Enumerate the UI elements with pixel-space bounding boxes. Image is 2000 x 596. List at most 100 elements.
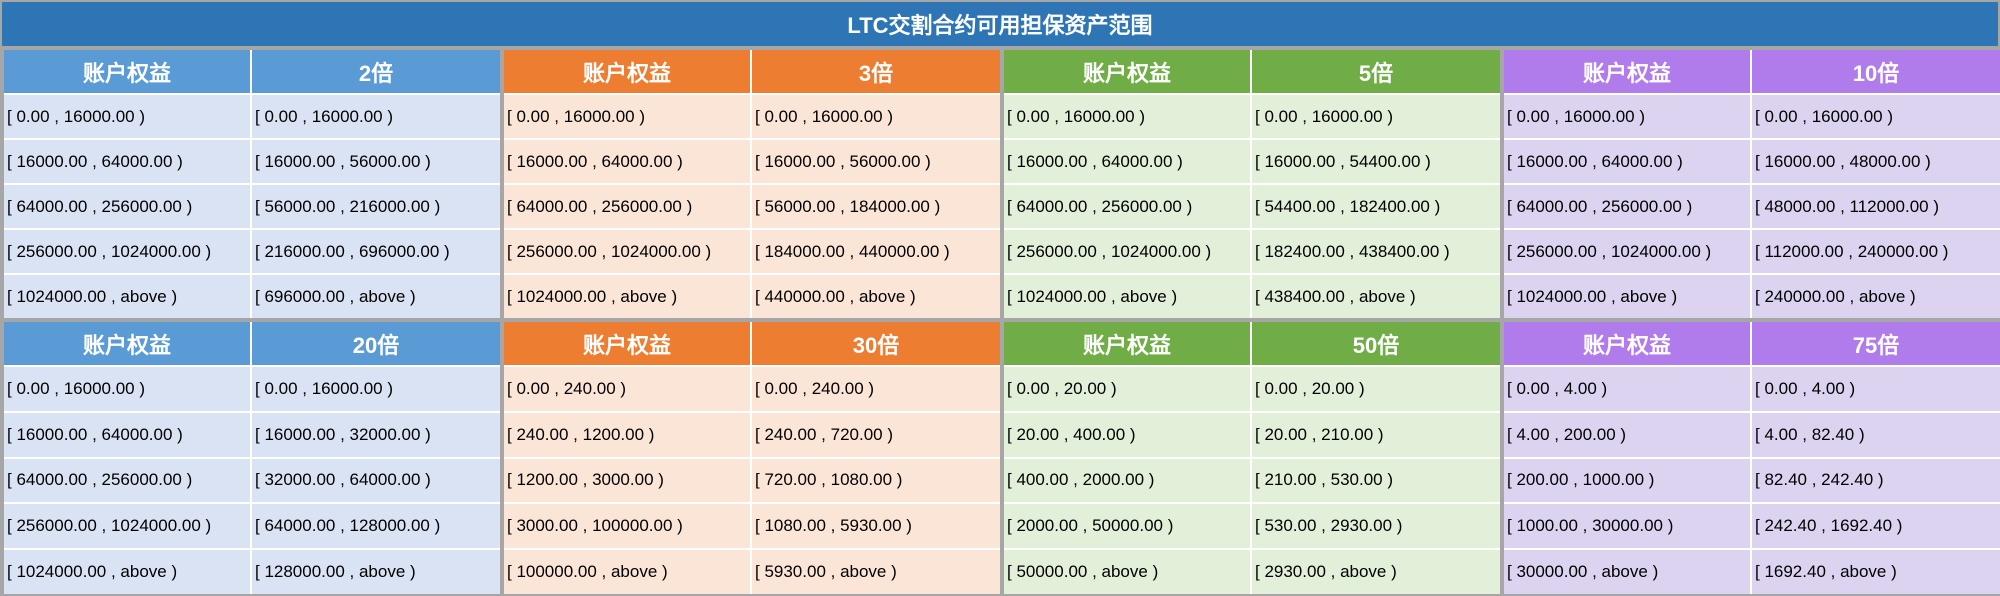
- collateral-range-cell: [ 0.00 , 4.00 ): [1752, 365, 2000, 411]
- collateral-range-cell: [ 0.00 , 16000.00 ): [1752, 93, 2000, 138]
- collateral-range-cell: [ 0.00 , 20.00 ): [1252, 365, 1500, 411]
- equity-column-header: 账户权益: [1504, 50, 1752, 93]
- equity-range-cell: [ 16000.00 , 64000.00 ): [504, 138, 752, 183]
- collateral-range-cell: [ 54400.00 , 182400.00 ): [1252, 183, 1500, 228]
- collateral-range-cell: [ 64000.00 , 128000.00 ): [252, 502, 500, 549]
- equity-range-cell: [ 1000.00 , 30000.00 ): [1504, 502, 1752, 549]
- collateral-range-cell: [ 0.00 , 240.00 ): [752, 365, 1000, 411]
- collateral-range-cell: [ 240000.00 , above ): [1752, 273, 2000, 318]
- equity-range-cell: [ 0.00 , 240.00 ): [504, 365, 752, 411]
- collateral-range-cell: [ 4.00 , 82.40 ): [1752, 410, 2000, 457]
- collateral-range-cell: [ 16000.00 , 54400.00 ): [1252, 138, 1500, 183]
- leverage-column-header: 10倍: [1752, 50, 2000, 93]
- collateral-range-cell: [ 56000.00 , 216000.00 ): [252, 183, 500, 228]
- equity-range-cell: [ 4.00 , 200.00 ): [1504, 410, 1752, 457]
- leverage-table-20倍: 账户权益 20倍[ 0.00 , 16000.00 )[ 0.00 , 16000…: [4, 322, 500, 594]
- collateral-range-cell: [ 16000.00 , 56000.00 ): [252, 138, 500, 183]
- leverage-column-header: 30倍: [752, 322, 1000, 365]
- collateral-range-cell: [ 240.00 , 720.00 ): [752, 410, 1000, 457]
- equity-range-cell: [ 256000.00 , 1024000.00 ): [1004, 228, 1252, 273]
- equity-range-cell: [ 1024000.00 , above ): [4, 273, 252, 318]
- collateral-range-cell: [ 128000.00 , above ): [252, 548, 500, 594]
- equity-range-cell: [ 1024000.00 , above ): [1004, 273, 1252, 318]
- equity-column-header: 账户权益: [1004, 50, 1252, 93]
- equity-range-cell: [ 1024000.00 , above ): [4, 548, 252, 594]
- collateral-range-cell: [ 0.00 , 16000.00 ): [752, 93, 1000, 138]
- equity-column-header: 账户权益: [1004, 322, 1252, 365]
- collateral-range-cell: [ 210.00 , 530.00 ): [1252, 456, 1500, 503]
- leverage-table-5倍: 账户权益 5倍[ 0.00 , 16000.00 )[ 0.00 , 16000.…: [1004, 50, 1500, 318]
- equity-range-cell: [ 64000.00 , 256000.00 ): [504, 183, 752, 228]
- equity-range-cell: [ 100000.00 , above ): [504, 548, 752, 594]
- equity-range-cell: [ 30000.00 , above ): [1504, 548, 1752, 594]
- leverage-column-header: 2倍: [252, 50, 500, 93]
- collateral-range-cell: [ 112000.00 , 240000.00 ): [1752, 228, 2000, 273]
- equity-range-cell: [ 50000.00 , above ): [1004, 548, 1252, 594]
- equity-range-cell: [ 0.00 , 20.00 ): [1004, 365, 1252, 411]
- equity-range-cell: [ 16000.00 , 64000.00 ): [4, 410, 252, 457]
- leverage-table-3倍: 账户权益 3倍[ 0.00 , 16000.00 )[ 0.00 , 16000.…: [504, 50, 1000, 318]
- equity-range-cell: [ 0.00 , 16000.00 ): [4, 365, 252, 411]
- leverage-column-header: 20倍: [252, 322, 500, 365]
- equity-range-cell: [ 256000.00 , 1024000.00 ): [504, 228, 752, 273]
- equity-column-header: 账户权益: [504, 50, 752, 93]
- leverage-table-10倍: 账户权益 10倍[ 0.00 , 16000.00 )[ 0.00 , 16000…: [1504, 50, 2000, 318]
- collateral-range-cell: [ 5930.00 , above ): [752, 548, 1000, 594]
- collateral-range-cell: [ 182400.00 , 438400.00 ): [1252, 228, 1500, 273]
- collateral-range-cell: [ 438400.00 , above ): [1252, 273, 1500, 318]
- equity-range-cell: [ 400.00 , 2000.00 ): [1004, 456, 1252, 503]
- collateral-range-cell: [ 0.00 , 16000.00 ): [252, 365, 500, 411]
- collateral-range-cell: [ 16000.00 , 56000.00 ): [752, 138, 1000, 183]
- collateral-range-cell: [ 242.40 , 1692.40 ): [1752, 502, 2000, 549]
- collateral-range-cell: [ 1080.00 , 5930.00 ): [752, 502, 1000, 549]
- collateral-range-cell: [ 0.00 , 16000.00 ): [1252, 93, 1500, 138]
- equity-column-header: 账户权益: [4, 322, 252, 365]
- equity-range-cell: [ 16000.00 , 64000.00 ): [1504, 138, 1752, 183]
- leverage-tables-grid: 账户权益 2倍[ 0.00 , 16000.00 )[ 0.00 , 16000.…: [4, 50, 2000, 594]
- equity-range-cell: [ 256000.00 , 1024000.00 ): [4, 228, 252, 273]
- equity-range-cell: [ 16000.00 , 64000.00 ): [1004, 138, 1252, 183]
- collateral-range-cell: [ 720.00 , 1080.00 ): [752, 456, 1000, 503]
- equity-range-cell: [ 0.00 , 16000.00 ): [1504, 93, 1752, 138]
- leverage-column-header: 50倍: [1252, 322, 1500, 365]
- equity-range-cell: [ 64000.00 , 256000.00 ): [1004, 183, 1252, 228]
- collateral-range-cell: [ 0.00 , 16000.00 ): [252, 93, 500, 138]
- leverage-column-header: 75倍: [1752, 322, 2000, 365]
- equity-column-header: 账户权益: [1504, 322, 1752, 365]
- collateral-range-cell: [ 16000.00 , 32000.00 ): [252, 410, 500, 457]
- equity-range-cell: [ 64000.00 , 256000.00 ): [4, 183, 252, 228]
- equity-range-cell: [ 1200.00 , 3000.00 ): [504, 456, 752, 503]
- collateral-range-cell: [ 184000.00 , 440000.00 ): [752, 228, 1000, 273]
- equity-range-cell: [ 256000.00 , 1024000.00 ): [1504, 228, 1752, 273]
- equity-range-cell: [ 0.00 , 16000.00 ): [1004, 93, 1252, 138]
- collateral-range-cell: [ 20.00 , 210.00 ): [1252, 410, 1500, 457]
- collateral-range-cell: [ 1692.40 , above ): [1752, 548, 2000, 594]
- equity-range-cell: [ 0.00 , 16000.00 ): [504, 93, 752, 138]
- collateral-range-cell: [ 82.40 , 242.40 ): [1752, 456, 2000, 503]
- collateral-range-cell: [ 530.00 , 2930.00 ): [1252, 502, 1500, 549]
- page-title: LTC交割合约可用担保资产范围: [2, 2, 1998, 46]
- equity-range-cell: [ 0.00 , 4.00 ): [1504, 365, 1752, 411]
- equity-range-cell: [ 20.00 , 400.00 ): [1004, 410, 1252, 457]
- equity-range-cell: [ 240.00 , 1200.00 ): [504, 410, 752, 457]
- equity-column-header: 账户权益: [504, 322, 752, 365]
- leverage-column-header: 5倍: [1252, 50, 1500, 93]
- equity-range-cell: [ 200.00 , 1000.00 ): [1504, 456, 1752, 503]
- leverage-table-30倍: 账户权益 30倍[ 0.00 , 240.00 )[ 0.00 , 240.00 …: [504, 322, 1000, 594]
- collateral-range-cell: [ 48000.00 , 112000.00 ): [1752, 183, 2000, 228]
- equity-range-cell: [ 1024000.00 , above ): [1504, 273, 1752, 318]
- equity-range-cell: [ 256000.00 , 1024000.00 ): [4, 502, 252, 549]
- equity-range-cell: [ 64000.00 , 256000.00 ): [4, 456, 252, 503]
- leverage-table-75倍: 账户权益 75倍[ 0.00 , 4.00 )[ 0.00 , 4.00 )[ 4…: [1504, 322, 2000, 594]
- collateral-range-cell: [ 216000.00 , 696000.00 ): [252, 228, 500, 273]
- collateral-range-cell: [ 16000.00 , 48000.00 ): [1752, 138, 2000, 183]
- equity-range-cell: [ 16000.00 , 64000.00 ): [4, 138, 252, 183]
- collateral-range-cell: [ 2930.00 , above ): [1252, 548, 1500, 594]
- leverage-table-50倍: 账户权益 50倍[ 0.00 , 20.00 )[ 0.00 , 20.00 )[…: [1004, 322, 1500, 594]
- leverage-table-2倍: 账户权益 2倍[ 0.00 , 16000.00 )[ 0.00 , 16000.…: [4, 50, 500, 318]
- equity-range-cell: [ 3000.00 , 100000.00 ): [504, 502, 752, 549]
- leverage-column-header: 3倍: [752, 50, 1000, 93]
- equity-range-cell: [ 1024000.00 , above ): [504, 273, 752, 318]
- equity-range-cell: [ 2000.00 , 50000.00 ): [1004, 502, 1252, 549]
